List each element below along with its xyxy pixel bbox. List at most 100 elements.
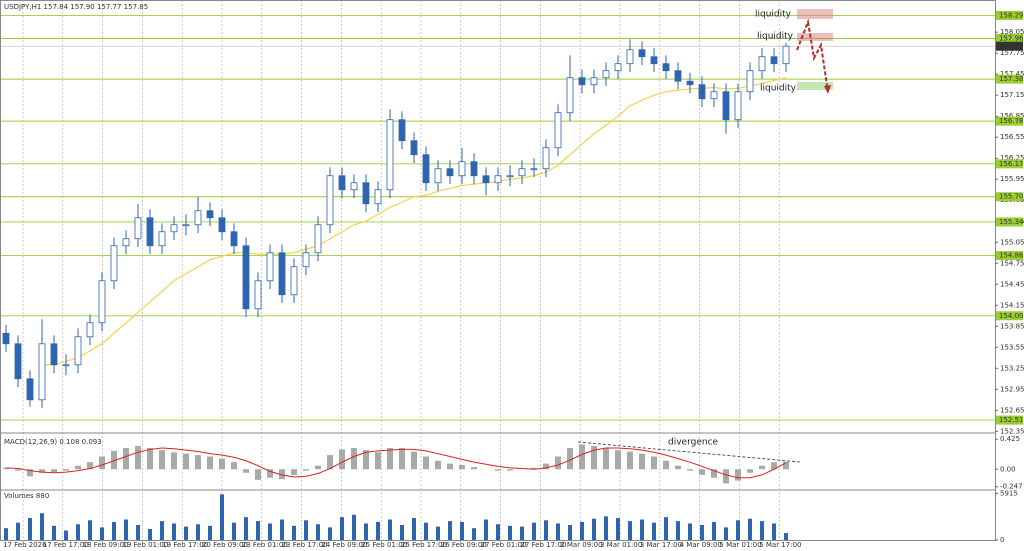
candle-body <box>206 210 214 219</box>
volume-bar <box>16 522 20 540</box>
macd-bar <box>591 445 597 470</box>
volume-bar <box>124 519 128 540</box>
x-tick-label: 26 Feb 09:00 <box>441 541 487 549</box>
volume-bar <box>412 517 416 540</box>
candle-body <box>194 210 202 226</box>
macd-bar <box>195 455 201 470</box>
volume-bar <box>640 519 644 540</box>
candle-body <box>362 182 370 205</box>
macd-bar <box>99 456 105 470</box>
x-tick-label: 19 Feb 17:00 <box>162 541 208 549</box>
level-label-box <box>996 159 1023 169</box>
candle-body <box>314 224 322 254</box>
candle-body <box>110 245 118 282</box>
macd-bar <box>699 469 705 475</box>
candle-body <box>458 161 466 177</box>
macd-bar <box>327 455 333 470</box>
macd-bar <box>231 462 237 470</box>
candle-body <box>662 63 670 72</box>
volume-bar <box>748 518 752 540</box>
volume-bar <box>304 520 308 540</box>
candle-body <box>122 238 130 247</box>
volume-bar <box>496 524 500 540</box>
volume-tick-label: 5915 <box>1000 489 1018 497</box>
x-tick-label: 2 Mar 09:00 <box>560 541 602 549</box>
macd-bar <box>255 469 261 480</box>
y-tick-label: 154.15 <box>1000 301 1024 309</box>
y-tick-label: 156.25 <box>1000 154 1024 162</box>
volume-bar <box>736 520 740 540</box>
macd-bar <box>399 448 405 470</box>
macd-bar <box>639 453 645 470</box>
macd-bar <box>711 469 717 478</box>
volume-bar <box>316 524 320 540</box>
volume-bar <box>580 521 584 540</box>
volume-bar <box>388 519 392 540</box>
volume-bar <box>136 525 140 540</box>
macd-signal <box>5 447 787 479</box>
y-tick-label: 158.05 <box>1000 28 1024 36</box>
x-tick-label: 20 Feb 09:00 <box>202 541 248 549</box>
candle-body <box>518 168 526 177</box>
macd-label: MACD(12,26,9) 0.108 0.093 <box>4 438 102 446</box>
volume-bar <box>40 513 44 540</box>
macd-bar <box>159 450 165 470</box>
plot <box>2 39 790 540</box>
volume-bar <box>292 525 296 540</box>
frame <box>0 0 996 541</box>
level-label: 154.86 <box>999 252 1024 260</box>
candle-body <box>758 56 766 72</box>
candle-body <box>590 77 598 86</box>
macd-bar <box>531 467 537 470</box>
volume-bar <box>184 526 188 540</box>
candle-body <box>302 252 310 268</box>
macd-bar <box>759 465 765 470</box>
volume-bar <box>532 522 536 540</box>
volume-bar <box>556 523 560 540</box>
macd-tick-label: -0.247 <box>1000 483 1023 491</box>
candle-body <box>698 84 706 100</box>
candle-body <box>542 147 550 170</box>
volume-bar <box>196 524 200 540</box>
level-label: 157.38 <box>999 75 1024 83</box>
candle-body <box>86 322 94 338</box>
macd-bar <box>135 445 141 470</box>
level-label-box <box>996 116 1023 126</box>
macd-bar <box>291 469 297 475</box>
divergence-line <box>577 441 801 463</box>
current-price-label: 157.85 <box>999 42 1024 50</box>
candle-body <box>722 91 730 121</box>
volume-bar <box>28 517 32 540</box>
candle-body <box>470 161 478 177</box>
x-tick-label: 18 Feb 09:00 <box>83 541 129 549</box>
volume-bar <box>652 522 656 540</box>
volume-bar <box>628 521 632 540</box>
annotation: liquidity <box>755 10 792 20</box>
macd-bar <box>243 469 249 473</box>
candle-body <box>782 45 790 65</box>
macd-bar <box>723 469 729 484</box>
candle-body <box>278 252 286 296</box>
macd-bar <box>375 452 381 470</box>
macd-bar <box>783 461 789 470</box>
candle-body <box>146 217 154 247</box>
macd-bar <box>615 450 621 470</box>
level-label: 156.78 <box>999 117 1024 125</box>
annotation: liquidity <box>760 84 797 94</box>
volume-bar <box>220 494 224 540</box>
chart-header: USDJPY,H1 157.84 157.90 157.77 157.85 <box>4 3 148 11</box>
candle-body <box>686 80 694 86</box>
volume-bar <box>688 523 692 540</box>
candle-body <box>530 168 538 171</box>
macd-bar <box>555 456 561 470</box>
x-tick-label: 23 Feb 17:00 <box>282 541 328 549</box>
macd-bar <box>3 467 9 470</box>
y-tick-label: 155.05 <box>1000 238 1024 246</box>
volume-bar <box>112 521 116 540</box>
macd-tick-label: 0.00 <box>1000 465 1016 473</box>
volume-bar <box>616 517 620 540</box>
y-tick-label: 153.55 <box>1000 343 1024 351</box>
level-label-box <box>996 34 1023 44</box>
